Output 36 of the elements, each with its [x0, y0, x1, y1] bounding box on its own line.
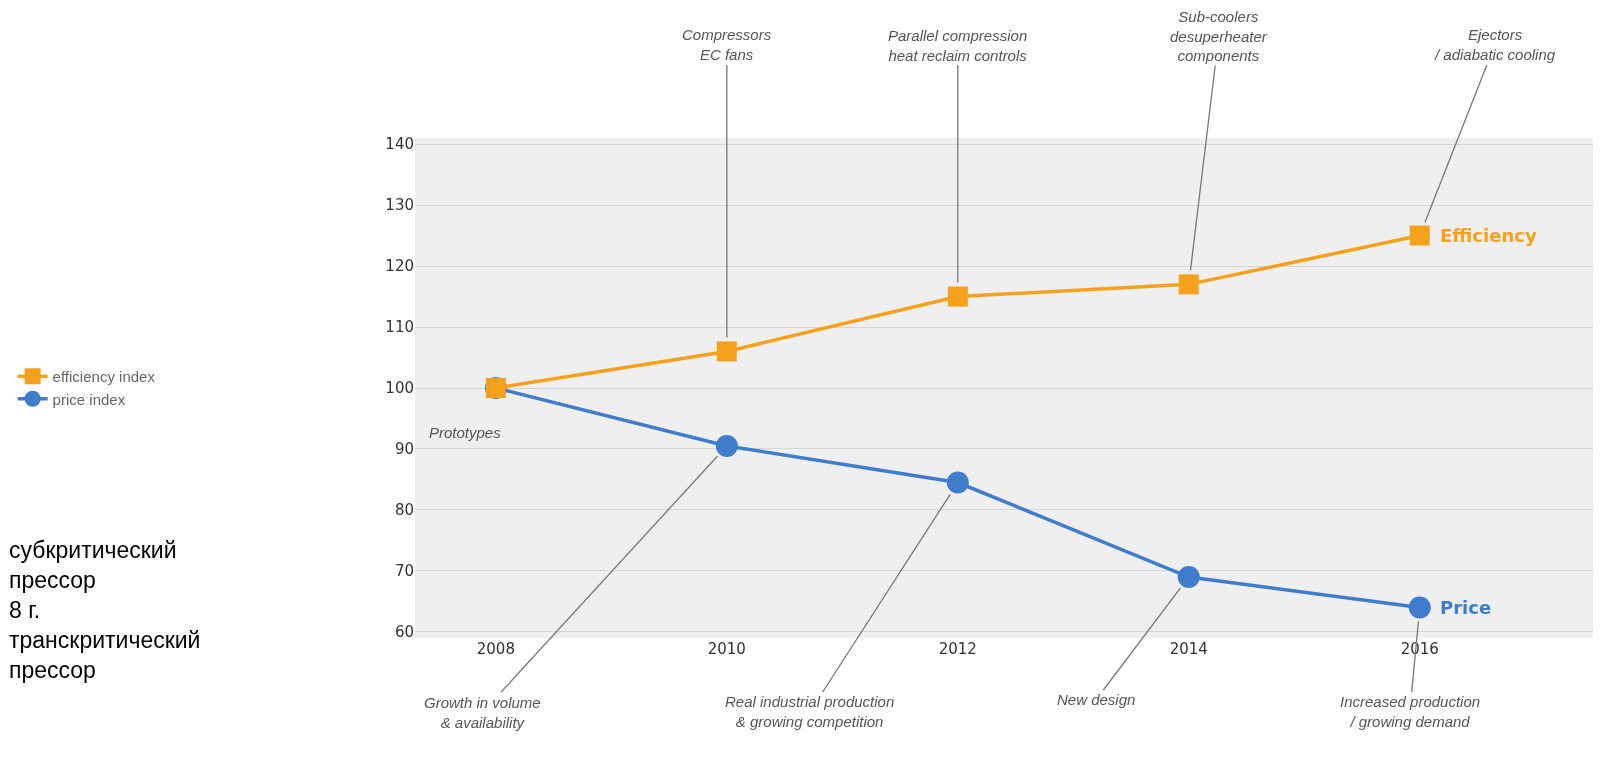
x-tick-label: 2016 — [1400, 640, 1439, 658]
annotation: Prototypes — [429, 424, 502, 441]
x-tick-label: 2010 — [707, 640, 746, 658]
y-tick-label: 140 — [385, 135, 414, 154]
x-tick-label: 2008 — [476, 640, 515, 658]
annotation: Ejectors / adiabatic cooling — [1434, 26, 1556, 63]
annotation: Efficiency — [1440, 225, 1537, 246]
y-tick-label: 80 — [394, 501, 414, 520]
y-tick-label: 70 — [394, 562, 414, 581]
text: субкритический прессор 8 г. транскритический прессор — [9, 537, 201, 683]
annotation: Increased production / growing demand — [1340, 693, 1481, 730]
point — [947, 286, 968, 307]
point — [1177, 566, 1200, 589]
legend-label: price index — [52, 390, 126, 408]
annotation: Sub-coolers desuperheater components — [1170, 8, 1268, 64]
y-tick-label: 120 — [385, 257, 414, 276]
y-tick-label: 100 — [385, 379, 414, 398]
annotation: Price — [1440, 597, 1492, 618]
y-tick-label: 130 — [385, 196, 414, 215]
point — [946, 471, 969, 494]
annotation: Parallel compression heat reclaim controls — [888, 27, 1028, 64]
point — [715, 434, 738, 457]
point — [716, 341, 737, 362]
annotation: Compressors EC fans — [682, 26, 772, 63]
point — [1408, 596, 1431, 619]
legend-label: efficiency index — [52, 368, 156, 386]
y-tick-label: 90 — [394, 440, 414, 459]
x-tick-label: 2014 — [1169, 640, 1208, 658]
annotation: New design — [1057, 691, 1136, 708]
point — [1178, 274, 1199, 295]
annotation: Real industrial production & growing competition — [725, 693, 895, 730]
x-tick-label: 2012 — [938, 640, 977, 658]
annotation: Growth in volume & availability — [424, 694, 541, 731]
point — [1409, 225, 1430, 246]
y-tick-label: 110 — [385, 318, 414, 337]
y-tick-label: 60 — [394, 623, 414, 642]
